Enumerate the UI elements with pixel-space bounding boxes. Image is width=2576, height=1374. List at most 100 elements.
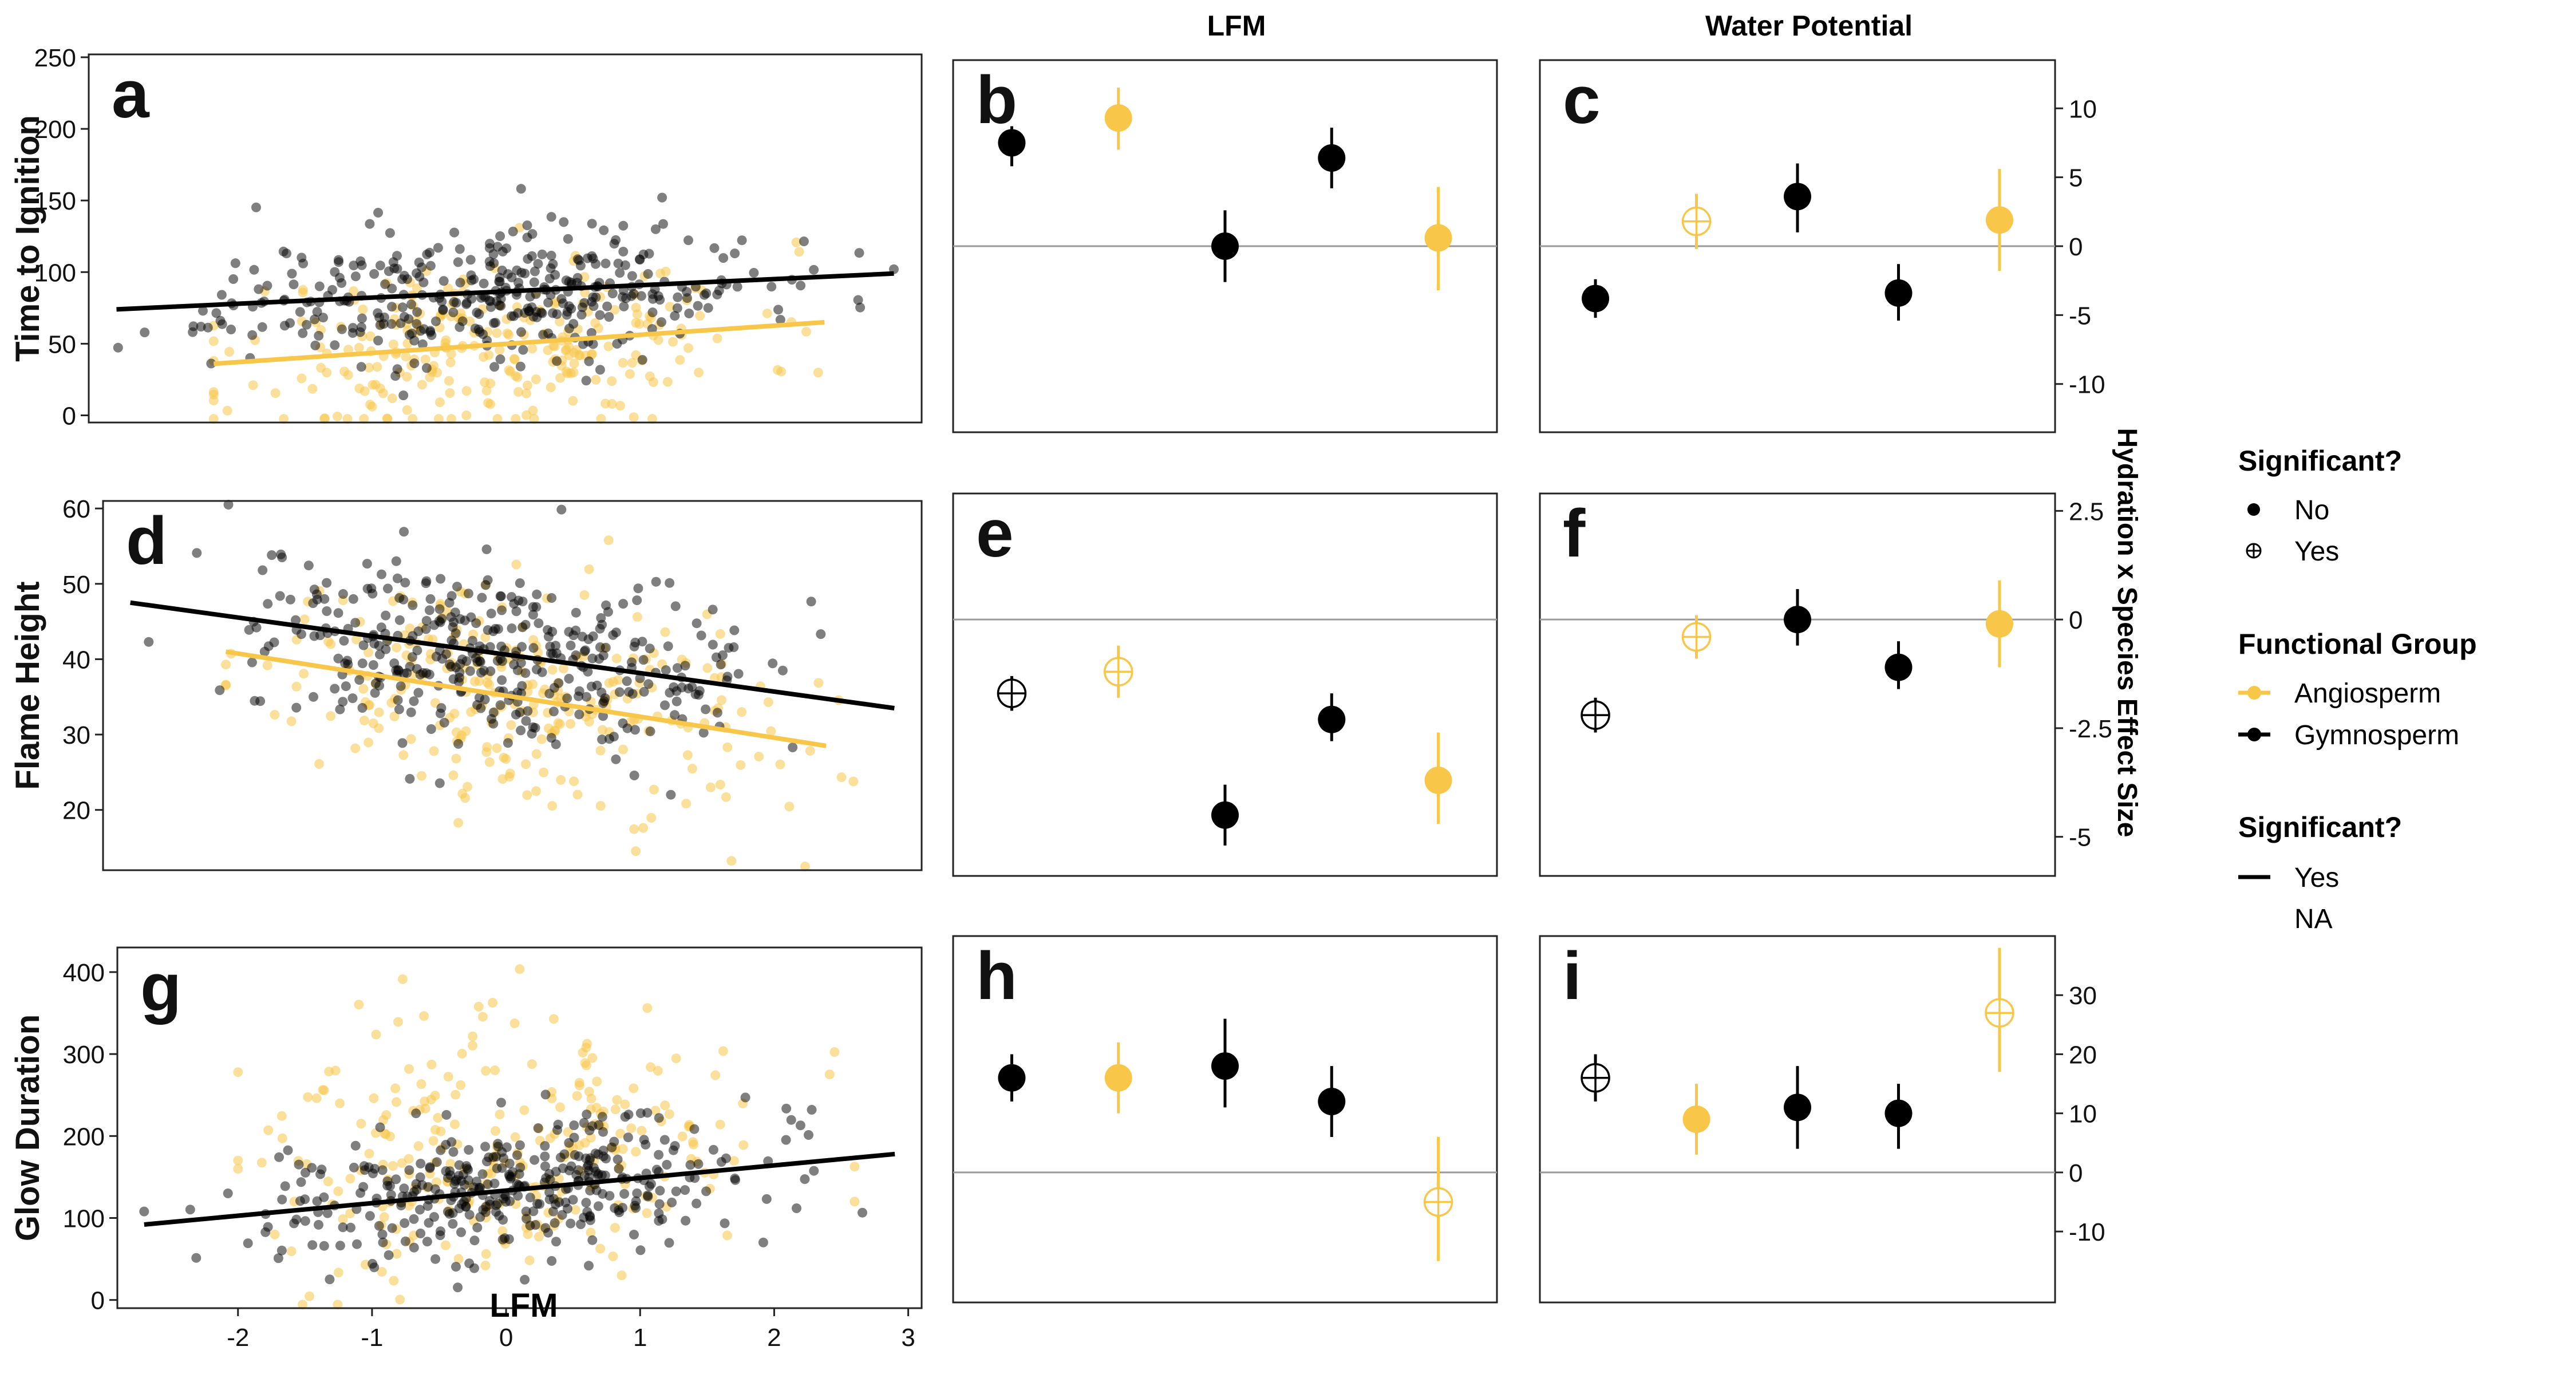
point-angiosperm — [299, 669, 309, 679]
point-angiosperm — [801, 326, 811, 337]
point-gymnosperm — [600, 1170, 610, 1180]
point-gymnosperm — [587, 297, 597, 307]
point-gymnosperm — [413, 688, 424, 698]
point-angiosperm — [559, 664, 568, 674]
point-angiosperm — [648, 377, 658, 387]
point-gymnosperm — [556, 504, 567, 515]
point-angiosperm — [531, 374, 541, 384]
y-tick-label-right: 10 — [2069, 95, 2097, 123]
point-gymnosperm — [720, 1218, 730, 1229]
point-gymnosperm — [564, 674, 574, 684]
point-gymnosperm — [263, 1222, 273, 1232]
point-angiosperm — [453, 818, 464, 828]
point-gymnosperm — [415, 1205, 425, 1215]
panel-f: f -5 -2.5 0 2.5 — [1539, 492, 2112, 877]
point-angiosperm — [345, 1174, 355, 1184]
point-angiosperm — [521, 759, 531, 769]
point-angiosperm — [660, 627, 670, 637]
point-gymnosperm — [385, 1181, 395, 1191]
point-gymnosperm — [515, 1140, 525, 1150]
point-gymnosperm — [308, 598, 318, 609]
point-gymnosperm — [309, 692, 318, 702]
point-angiosperm — [354, 342, 364, 353]
point-gymnosperm — [647, 324, 657, 334]
effect-point-significant — [1103, 657, 1133, 686]
point-gymnosperm — [574, 686, 584, 696]
y-tick-label-right: 30 — [2069, 982, 2097, 1010]
point-gymnosperm — [439, 717, 449, 728]
point-angiosperm — [722, 742, 733, 752]
point-gymnosperm — [693, 301, 703, 311]
point-gymnosperm — [507, 623, 517, 633]
point-angiosperm — [492, 743, 502, 753]
point-gymnosperm — [397, 738, 408, 748]
point-gymnosperm — [333, 608, 343, 618]
y-tick-label: 150 — [34, 187, 76, 215]
panel-letter: h — [976, 938, 1017, 1014]
point-angiosperm — [596, 414, 606, 424]
point-angiosperm — [715, 1119, 725, 1130]
point-gymnosperm — [584, 1172, 594, 1183]
point-angiosperm — [378, 1115, 388, 1125]
point-gymnosperm — [701, 1186, 712, 1197]
effect-point — [1211, 1052, 1239, 1080]
point-angiosperm — [629, 824, 639, 834]
point-gymnosperm — [375, 649, 385, 660]
point-angiosperm — [531, 786, 541, 796]
point-angiosperm — [702, 663, 713, 673]
point-gymnosperm — [453, 1282, 463, 1293]
point-angiosperm — [359, 414, 369, 424]
point-gymnosperm — [796, 281, 806, 291]
point-gymnosperm — [629, 1230, 639, 1239]
point-angiosperm — [375, 384, 385, 393]
point-gymnosperm — [424, 1218, 434, 1228]
point-angiosperm — [392, 1097, 401, 1107]
point-angiosperm — [710, 1070, 721, 1080]
point-gymnosperm — [454, 1160, 464, 1170]
point-angiosperm — [612, 1095, 622, 1105]
point-gymnosperm — [584, 1126, 595, 1135]
point-angiosperm — [681, 799, 692, 809]
point-gymnosperm — [622, 676, 632, 686]
trend-line-gymnosperm — [116, 271, 894, 312]
point-gymnosperm — [654, 1208, 664, 1218]
point-gymnosperm — [198, 306, 208, 316]
point-gymnosperm — [243, 1238, 253, 1249]
point-gymnosperm — [417, 339, 428, 349]
point-angiosperm — [368, 718, 378, 728]
point-angiosperm — [775, 759, 785, 769]
point-angiosperm — [390, 1083, 401, 1093]
point-gymnosperm — [627, 271, 637, 281]
point-gymnosperm — [614, 1164, 624, 1174]
point-gymnosperm — [280, 1181, 290, 1191]
point-gymnosperm — [498, 1215, 508, 1225]
point-gymnosperm — [375, 1122, 385, 1132]
point-gymnosperm — [503, 738, 513, 748]
point-gymnosperm — [426, 724, 436, 734]
y-tick-label-right: -5 — [2069, 824, 2091, 852]
point-angiosperm — [615, 1128, 626, 1139]
point-gymnosperm — [433, 243, 443, 253]
point-gymnosperm — [614, 1205, 624, 1215]
point-gymnosperm — [517, 642, 527, 652]
point-angiosperm — [813, 368, 823, 378]
point-angiosperm — [364, 362, 374, 373]
point-gymnosperm — [333, 653, 343, 664]
point-gymnosperm — [513, 278, 524, 287]
point-gymnosperm — [425, 260, 436, 271]
point-gymnosperm — [215, 685, 225, 696]
point-gymnosperm — [716, 660, 726, 670]
y-tick-label: 0 — [62, 402, 76, 430]
point-angiosperm — [715, 629, 725, 639]
point-gymnosperm — [547, 593, 557, 603]
point-angiosperm — [379, 1212, 389, 1222]
point-gymnosperm — [430, 1254, 441, 1264]
point-gymnosperm — [481, 544, 492, 554]
point-angiosperm — [607, 376, 617, 386]
point-gymnosperm — [816, 629, 826, 639]
point-gymnosperm — [464, 1258, 475, 1269]
point-gymnosperm — [574, 255, 584, 266]
point-gymnosperm — [639, 686, 649, 697]
point-gymnosperm — [269, 637, 279, 647]
point-gymnosperm — [520, 668, 531, 678]
